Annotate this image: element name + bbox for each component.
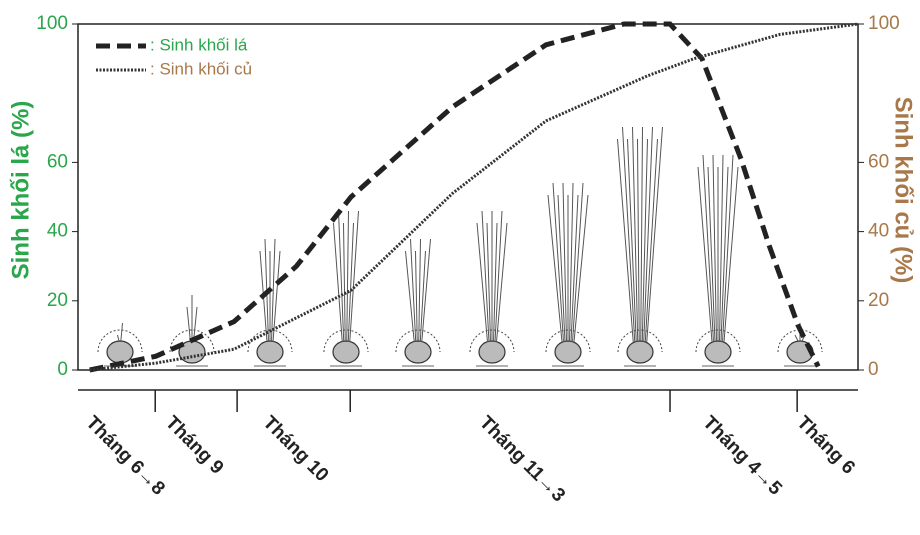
y2-tick-label: 100 <box>868 13 900 34</box>
y2-tick-label: 0 <box>868 359 879 380</box>
bulb <box>479 341 505 363</box>
y-tick-label: 20 <box>47 290 68 311</box>
y2-tick-label: 60 <box>868 151 889 172</box>
legend-label: : Sinh khối củ <box>150 59 252 78</box>
leaf <box>416 251 418 342</box>
leaf <box>187 307 191 342</box>
bulb <box>555 341 581 363</box>
leaf <box>121 323 123 342</box>
y-tick-label: 60 <box>47 151 68 172</box>
plant-illustration <box>546 183 590 366</box>
y2-tick-label: 40 <box>868 221 889 242</box>
chart: 0 20 40 60 100 0 20 40 60 100 Sinh khối lá (%) Sinh… <box>0 0 920 530</box>
y-axis-title: Sinh khối lá (%) <box>7 101 34 280</box>
leaf <box>487 223 491 342</box>
leaf <box>419 239 421 342</box>
x-category-label: Tháng 6→8 <box>82 412 169 499</box>
legend-label: : Sinh khối lá <box>150 35 248 54</box>
x-category-label: Tháng 4→5 <box>699 412 787 500</box>
plant-illustration <box>470 211 514 366</box>
bulb <box>257 341 283 363</box>
x-category-label: Tháng 10 <box>259 412 333 486</box>
y2-tick-label: 20 <box>868 290 889 311</box>
bulb <box>107 341 133 363</box>
leaf <box>641 127 643 342</box>
x-category-label: Tháng 11→3 <box>475 412 569 506</box>
y-tick-label: 0 <box>57 359 68 380</box>
bulb <box>705 341 731 363</box>
plant-illustration <box>324 211 368 366</box>
plant-illustration <box>396 239 440 366</box>
leaf <box>494 223 498 342</box>
x-category-label: Tháng 6 <box>792 412 858 478</box>
leaf <box>638 139 640 342</box>
leaf <box>647 127 663 342</box>
x-category-label: Tháng 9 <box>161 412 227 478</box>
leaf <box>347 211 349 342</box>
y-tick-label: 100 <box>36 13 68 34</box>
y-tick-label: 40 <box>47 221 68 242</box>
bulb <box>333 341 359 363</box>
bulb <box>405 341 431 363</box>
plant-illustration <box>618 127 663 366</box>
leaf <box>344 223 346 342</box>
y2-axis-title: Sinh khối củ (%) <box>890 97 917 284</box>
plant-illustration <box>696 155 740 366</box>
bulb <box>627 341 653 363</box>
